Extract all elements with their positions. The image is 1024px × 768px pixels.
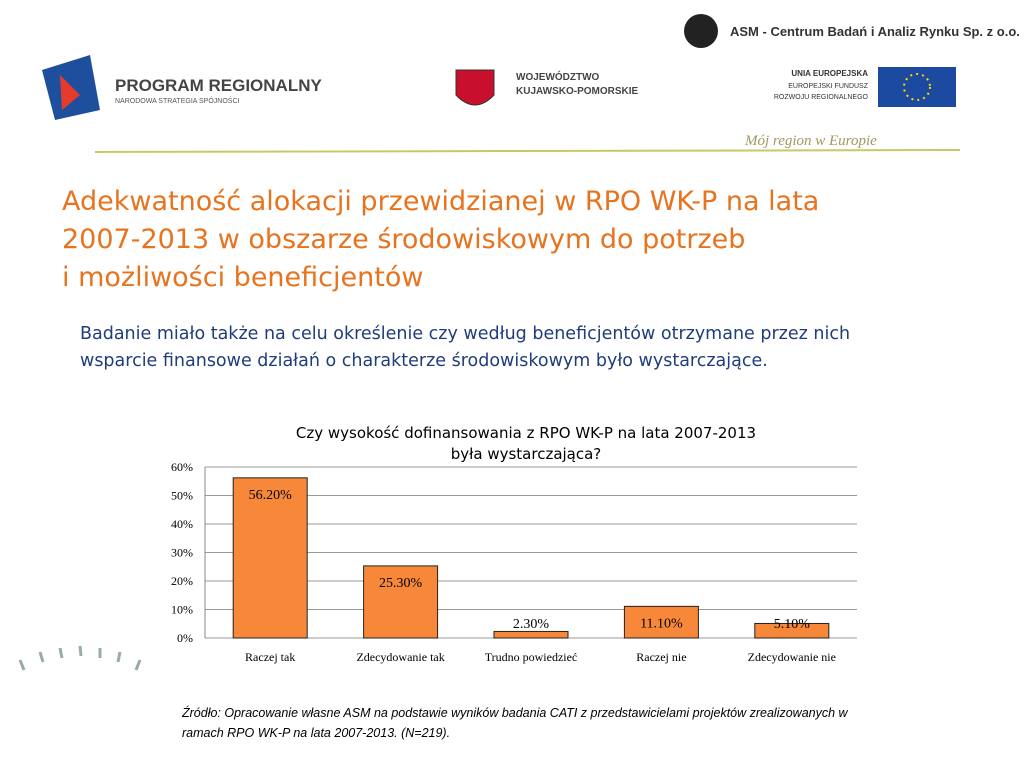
title: Adekwatność alokacji przewidzianej w RPO…: [62, 186, 819, 217]
y-tick-label: 10%: [171, 603, 193, 617]
motto: Mój region w Europie: [744, 133, 877, 149]
eu: EUROPEJSKI FUNDUSZ: [788, 83, 868, 90]
y-tick-label: 30%: [171, 546, 193, 560]
bar: [754, 622, 830, 639]
source: ramach RPO WK-P na lata 2007-2013. (N=21…: [182, 726, 450, 740]
program-sub: NARODOWA STRATEGIA SPÓJNOŚCI: [115, 96, 240, 105]
y-tick-label: 60%: [171, 460, 193, 474]
data-label: 56.20%: [249, 488, 293, 503]
chart-title: Czy wysokość dofinansowania z RPO WK-P n…: [296, 424, 756, 442]
title: 2007-2013 w obszarze środowiskowym do po…: [62, 224, 745, 255]
y-tick-label: 20%: [171, 574, 193, 588]
eu-stars: [903, 73, 931, 101]
bar: [493, 630, 569, 639]
region: WOJEWÓDZTWO: [516, 70, 600, 83]
body: wsparcie finansowe działań o charakterze…: [80, 351, 768, 371]
x-tick-label: Trudno powiedzieć: [485, 650, 578, 664]
x-tick-label: Raczej tak: [245, 650, 295, 664]
chart-title: była wystarczająca?: [451, 445, 602, 463]
x-tick-label: Zdecydowanie nie: [748, 650, 836, 664]
decoration: [18, 645, 142, 671]
x-tick-label: Raczej nie: [636, 650, 686, 664]
program: PROGRAM REGIONALNY: [115, 76, 323, 95]
y-tick-label: 50%: [171, 489, 193, 503]
data-label: 2.30%: [513, 617, 550, 632]
data-label: 25.30%: [379, 576, 423, 591]
program-logo-part: [60, 75, 80, 110]
bar: [232, 477, 308, 639]
y-tick-label: 0%: [177, 631, 193, 645]
x-tick-label: Zdecydowanie tak: [356, 650, 444, 664]
header-line: [94, 149, 961, 153]
y-tick-label: 40%: [171, 517, 193, 531]
data-label: 11.10%: [640, 616, 683, 631]
bar: [363, 565, 439, 639]
region-crest: [455, 69, 495, 106]
eu: UNIA EUROPEJSKA: [791, 69, 868, 78]
asm-logo: [684, 14, 718, 48]
company: ASM - Centrum Badań i Analiz Rynku Sp. z…: [730, 24, 1020, 39]
data-label: 5.10%: [774, 617, 811, 632]
eu: ROZWOJU REGIONALNEGO: [774, 94, 869, 101]
source: Źródło: Opracowanie własne ASM na podsta…: [181, 705, 849, 720]
bar: [623, 605, 699, 639]
region: KUJAWSKO-POMORSKIE: [516, 86, 639, 97]
title: i możliwości beneficjentów: [62, 262, 423, 293]
body: Badanie miało także na celu określenie c…: [80, 324, 850, 344]
